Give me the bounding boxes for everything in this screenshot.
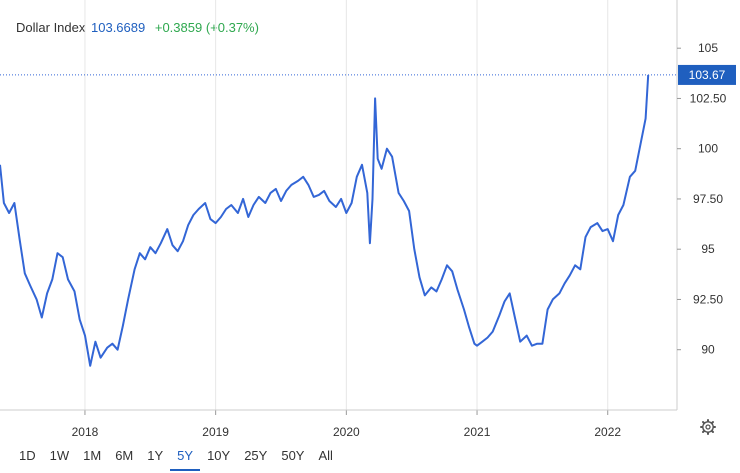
range-button-5y[interactable]: 5Y — [170, 446, 201, 471]
last-value-badge — [678, 64, 736, 85]
range-button-10y[interactable]: 10Y — [207, 448, 231, 463]
range-button-1d[interactable]: 1D — [19, 448, 36, 463]
range-button-25y[interactable]: 25Y — [244, 448, 268, 463]
labels: 2018 2019 2020 2021 2022 90 92.50 95 97.50 100 102… — [72, 41, 736, 439]
y-tick-label: 100 — [698, 142, 718, 156]
x-tick-label: 2018 — [72, 425, 99, 439]
range-button-1y[interactable]: 1Y — [147, 448, 164, 463]
x-tick-label: 2020 — [333, 425, 360, 439]
range-button-all[interactable]: All — [318, 448, 333, 463]
range-button-50y[interactable]: 50Y — [281, 448, 305, 463]
range-button-6m[interactable]: 6M — [115, 448, 134, 463]
instrument-name: Dollar Index — [16, 20, 86, 35]
x-tick-label: 2019 — [202, 425, 229, 439]
range-selector: 1D 1W 1M 6M 1Y 5Y 10Y 25Y 50Y All — [12, 446, 340, 471]
y-tick-label: 95 — [701, 242, 715, 256]
range-button-1w[interactable]: 1W — [49, 448, 70, 463]
grid — [84, 0, 609, 410]
last-value-label: 103.67 — [689, 68, 726, 82]
y-tick-label: 102.50 — [690, 91, 727, 105]
y-tick-label: 92.50 — [693, 292, 723, 306]
range-button-1m[interactable]: 1M — [83, 448, 102, 463]
series-line-dollar-index — [0, 74, 650, 367]
axes — [0, 0, 681, 415]
gear-icon[interactable] — [700, 419, 716, 435]
y-tick-label: 105 — [698, 41, 718, 55]
x-tick-label: 2022 — [594, 425, 621, 439]
y-tick-label: 90 — [701, 343, 715, 357]
series-layer — [0, 74, 677, 367]
instrument-value: 103.6689 — [91, 20, 146, 35]
x-tick-label: 2021 — [464, 425, 491, 439]
instrument-change: +0.3859 (+0.37%) — [154, 20, 259, 35]
y-tick-label: 97.50 — [693, 192, 723, 206]
chart-header: Dollar Index 103.6689 +0.3859 (+0.37%) — [16, 20, 259, 35]
